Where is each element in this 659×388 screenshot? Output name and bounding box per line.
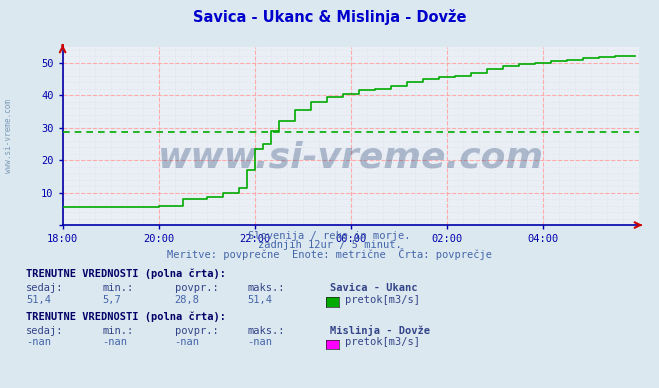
Text: zadnjih 12ur / 5 minut.: zadnjih 12ur / 5 minut. xyxy=(258,240,401,250)
Text: -nan: -nan xyxy=(247,337,272,347)
Text: 51,4: 51,4 xyxy=(26,294,51,305)
Text: maks.:: maks.: xyxy=(247,283,285,293)
Text: pretok[m3/s]: pretok[m3/s] xyxy=(345,294,420,305)
Text: TRENUTNE VREDNOSTI (polna črta):: TRENUTNE VREDNOSTI (polna črta): xyxy=(26,312,226,322)
Text: pretok[m3/s]: pretok[m3/s] xyxy=(345,337,420,347)
Text: -nan: -nan xyxy=(102,337,127,347)
Text: Meritve: povprečne  Enote: metrične  Črta: povprečje: Meritve: povprečne Enote: metrične Črta:… xyxy=(167,248,492,260)
Text: -nan: -nan xyxy=(175,337,200,347)
Text: Savica - Ukanc: Savica - Ukanc xyxy=(330,283,417,293)
Text: min.:: min.: xyxy=(102,283,133,293)
Text: 28,8: 28,8 xyxy=(175,294,200,305)
Text: povpr.:: povpr.: xyxy=(175,326,218,336)
Text: sedaj:: sedaj: xyxy=(26,326,64,336)
Text: www.si-vreme.com: www.si-vreme.com xyxy=(4,99,13,173)
Text: sedaj:: sedaj: xyxy=(26,283,64,293)
Text: Savica - Ukanc & Mislinja - Dovže: Savica - Ukanc & Mislinja - Dovže xyxy=(192,9,467,26)
Text: www.si-vreme.com: www.si-vreme.com xyxy=(158,140,544,174)
Text: Slovenija / reke in morje.: Slovenija / reke in morje. xyxy=(248,230,411,241)
Text: TRENUTNE VREDNOSTI (polna črta):: TRENUTNE VREDNOSTI (polna črta): xyxy=(26,269,226,279)
Text: maks.:: maks.: xyxy=(247,326,285,336)
Text: povpr.:: povpr.: xyxy=(175,283,218,293)
Text: min.:: min.: xyxy=(102,326,133,336)
Text: 5,7: 5,7 xyxy=(102,294,121,305)
Text: 51,4: 51,4 xyxy=(247,294,272,305)
Text: Mislinja - Dovže: Mislinja - Dovže xyxy=(330,325,430,336)
Text: -nan: -nan xyxy=(26,337,51,347)
